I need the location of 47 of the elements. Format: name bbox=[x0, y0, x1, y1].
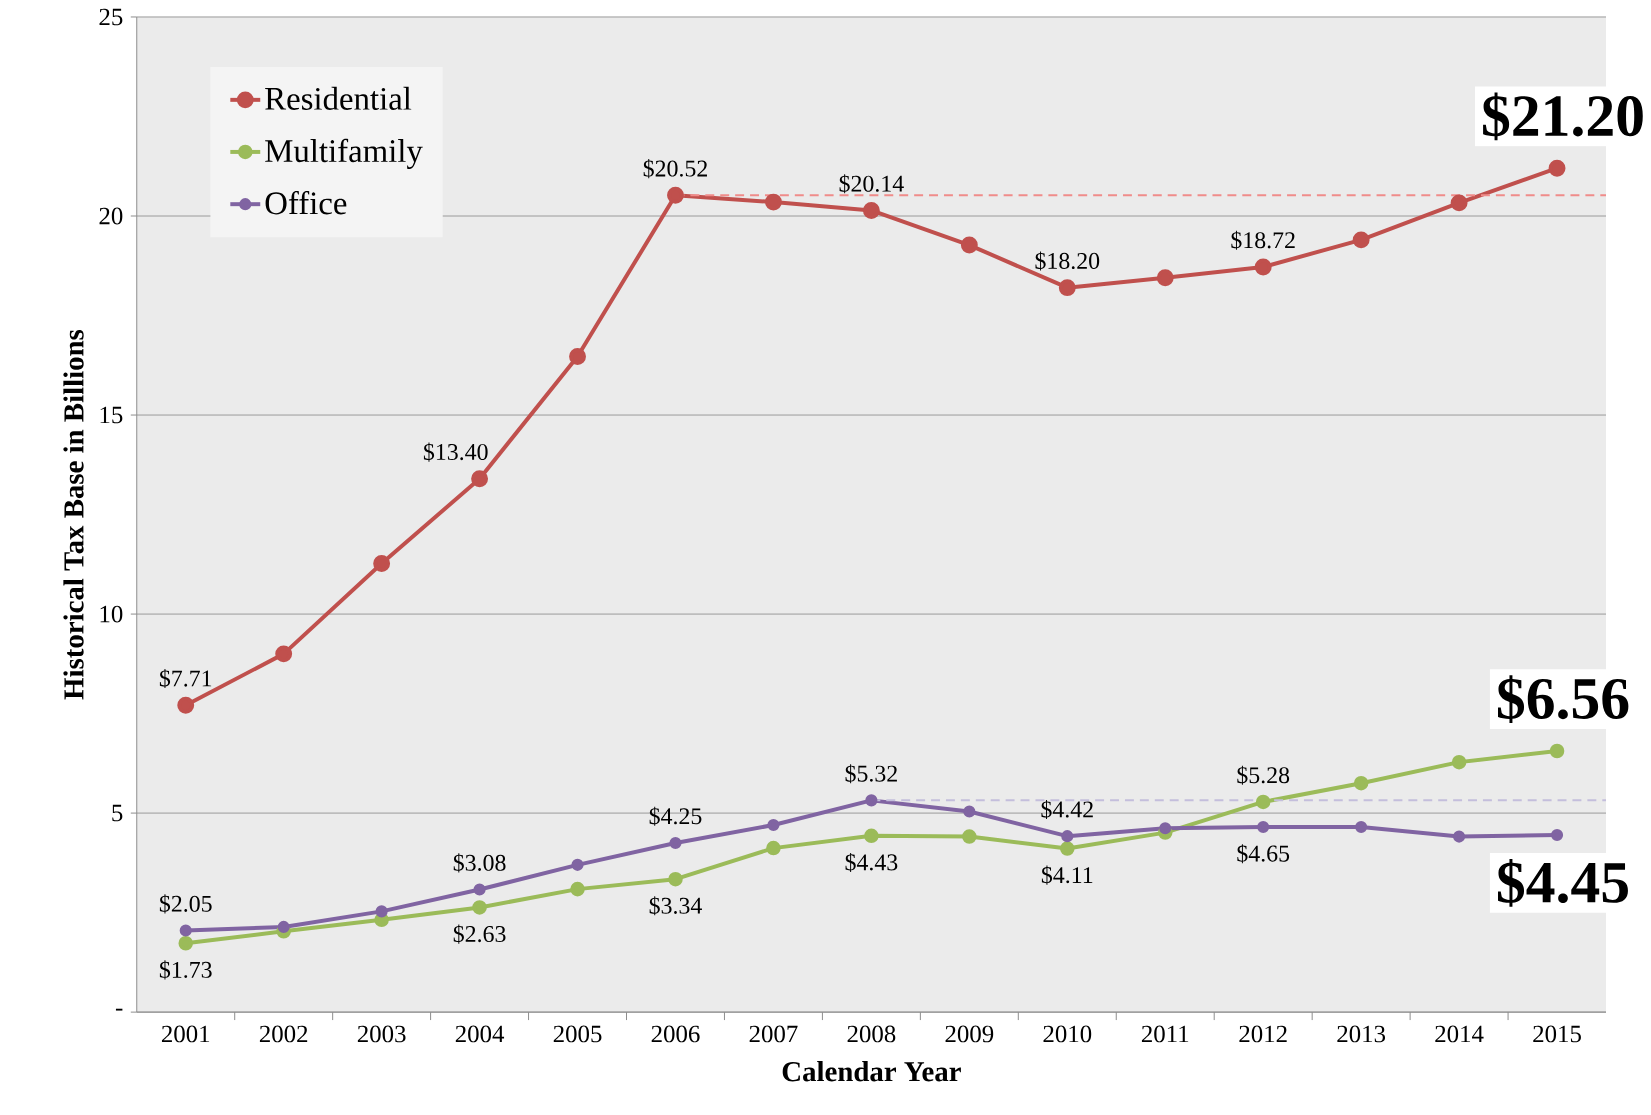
annotation: $6.56 bbox=[1498, 675, 1629, 723]
data-label: $20.14 bbox=[839, 174, 904, 194]
x-tick-label: 2010 bbox=[1043, 1025, 1092, 1043]
x-tick-label: 2011 bbox=[1141, 1025, 1189, 1043]
x-tick-label: 2004 bbox=[455, 1025, 505, 1043]
data-label: $18.20 bbox=[1035, 251, 1100, 271]
data-label: $4.11 bbox=[1041, 865, 1093, 885]
data-label: $20.52 bbox=[643, 159, 707, 179]
data-label: $3.08 bbox=[453, 853, 506, 873]
y-tick-label: 15 bbox=[100, 406, 123, 424]
data-label: $18.72 bbox=[1231, 230, 1295, 250]
data-label: $2.05 bbox=[159, 894, 212, 914]
x-tick-label: 2002 bbox=[259, 1025, 308, 1043]
data-label: $3.34 bbox=[649, 896, 702, 916]
x-tick-label: 2012 bbox=[1239, 1025, 1287, 1043]
data-label: $1.73 bbox=[159, 960, 212, 980]
data-label: $4.43 bbox=[845, 852, 898, 873]
y-tick-label: 10 bbox=[100, 605, 123, 623]
x-tick-label: 2008 bbox=[847, 1025, 896, 1043]
y-tick-label: 25 bbox=[99, 8, 123, 26]
data-label: $2.63 bbox=[453, 924, 506, 944]
data-label: $5.32 bbox=[845, 764, 897, 784]
annotation: $4.45 bbox=[1498, 859, 1628, 907]
legend-label: Residential bbox=[265, 86, 412, 110]
x-tick-label: 2014 bbox=[1435, 1025, 1484, 1043]
legend-label: Office bbox=[265, 191, 347, 215]
data-label: $13.40 bbox=[423, 442, 488, 462]
x-tick-label: 2013 bbox=[1337, 1025, 1386, 1043]
annotation: $21.20 bbox=[1483, 92, 1643, 141]
data-label: $5.28 bbox=[1237, 765, 1290, 785]
legend-label: Multifamily bbox=[265, 138, 423, 169]
data-label: $4.42 bbox=[1041, 800, 1093, 820]
data-label: $4.25 bbox=[649, 806, 702, 826]
y-tick-label: 5 bbox=[112, 804, 123, 822]
x-tick-label: 2007 bbox=[749, 1025, 798, 1043]
x-tick-label: 2001 bbox=[161, 1025, 210, 1043]
y-axis-title: Historical Tax Base in Billions bbox=[63, 329, 84, 700]
y-tick-label: - bbox=[115, 1008, 123, 1011]
x-tick-label: 2006 bbox=[651, 1025, 700, 1043]
x-tick-label: 2003 bbox=[357, 1025, 406, 1043]
x-tick-label: 2005 bbox=[553, 1025, 602, 1043]
y-tick-label: 20 bbox=[99, 207, 123, 225]
x-tick-label: 2009 bbox=[945, 1025, 994, 1043]
data-label: $4.65 bbox=[1237, 844, 1290, 864]
x-axis-title: Calendar Year bbox=[782, 1061, 961, 1082]
x-tick-label: 2015 bbox=[1533, 1025, 1581, 1043]
data-label: $7.71 bbox=[159, 669, 212, 689]
